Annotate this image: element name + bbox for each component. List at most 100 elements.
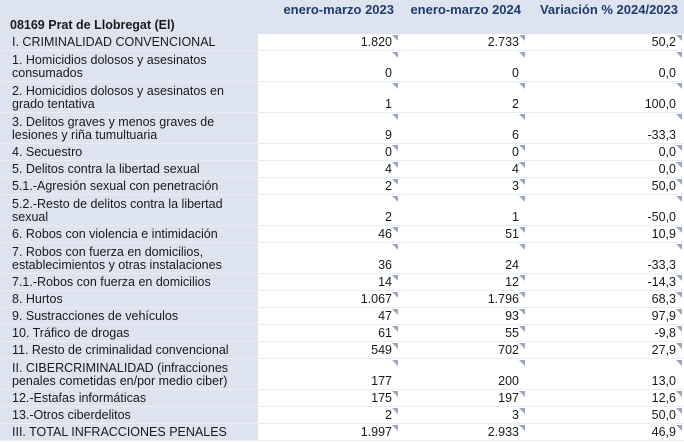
column-header-variation[interactable]: Variación % 2024/2023 <box>527 0 684 34</box>
table-body: I. CRIMINALIDAD CONVENCIONAL 1.820 2.733 50… <box>0 34 684 441</box>
value-cell-2023[interactable]: 1.997 <box>258 424 400 441</box>
variation-cell[interactable]: 27,9 <box>527 342 684 359</box>
value-cell-2024[interactable]: 24 <box>400 243 527 274</box>
comment-indicator-icon <box>519 275 525 281</box>
cell-value: 1 <box>385 97 392 111</box>
value-cell-2024[interactable]: 4 <box>400 161 527 178</box>
comment-indicator-icon <box>519 52 525 58</box>
row-label: 9. Sustracciones de vehículos <box>0 308 258 325</box>
comment-indicator-icon <box>392 425 398 431</box>
variation-cell[interactable]: -33,3 <box>527 243 684 274</box>
value-cell-2023[interactable]: 177 <box>258 359 400 390</box>
value-cell-2024[interactable]: 12 <box>400 274 527 291</box>
comment-indicator-icon <box>519 114 525 120</box>
variation-cell[interactable]: 50,2 <box>527 34 684 51</box>
variation-cell[interactable]: -14,3 <box>527 274 684 291</box>
cell-value: 1 <box>512 210 519 224</box>
cell-value: 3 <box>512 179 519 193</box>
cell-value: 2 <box>385 408 392 422</box>
variation-cell[interactable]: 100,0 <box>527 82 684 113</box>
value-cell-2024[interactable]: 0 <box>400 144 527 161</box>
value-cell-2024[interactable]: 55 <box>400 325 527 342</box>
cell-value: 51 <box>505 227 519 241</box>
variation-cell[interactable]: -33,3 <box>527 113 684 144</box>
value-cell-2024[interactable]: 3 <box>400 178 527 195</box>
table-row: I. CRIMINALIDAD CONVENCIONAL 1.820 2.733 50… <box>0 34 684 51</box>
value-cell-2023[interactable]: 1 <box>258 82 400 113</box>
variation-cell[interactable]: 10,9 <box>527 226 684 243</box>
value-cell-2024[interactable]: 0 <box>400 51 527 82</box>
table-row: 12.-Estafas informáticas 175 197 12,6 <box>0 390 684 407</box>
value-cell-2024[interactable]: 51 <box>400 226 527 243</box>
variation-cell[interactable]: 13,0 <box>527 359 684 390</box>
variation-cell[interactable]: -50,0 <box>527 195 684 226</box>
table-row: 5. Delitos contra la libertad sexual 4 4 0,… <box>0 161 684 178</box>
comment-indicator-icon <box>392 408 398 414</box>
value-cell-2024[interactable]: 1.796 <box>400 291 527 308</box>
comment-indicator-icon <box>676 326 682 332</box>
value-cell-2023[interactable]: 4 <box>258 161 400 178</box>
cell-value: 2.933 <box>487 425 519 439</box>
comment-indicator-icon <box>392 114 398 120</box>
cell-value: 200 <box>498 374 519 388</box>
value-cell-2023[interactable]: 14 <box>258 274 400 291</box>
value-cell-2024[interactable]: 93 <box>400 308 527 325</box>
value-cell-2024[interactable]: 702 <box>400 342 527 359</box>
value-cell-2024[interactable]: 200 <box>400 359 527 390</box>
cell-value: 197 <box>498 391 519 405</box>
value-cell-2024[interactable]: 3 <box>400 407 527 424</box>
comment-indicator-icon <box>676 360 682 366</box>
value-cell-2023[interactable]: 1.820 <box>258 34 400 51</box>
value-cell-2023[interactable]: 1.067 <box>258 291 400 308</box>
cell-value: 27,9 <box>651 343 676 357</box>
variation-cell[interactable]: -9,8 <box>527 325 684 342</box>
cell-value: 0,0 <box>658 145 676 159</box>
cell-value: 4 <box>512 162 519 176</box>
value-cell-2023[interactable]: 36 <box>258 243 400 274</box>
variation-cell[interactable]: 50,0 <box>527 178 684 195</box>
value-cell-2023[interactable]: 2 <box>258 407 400 424</box>
value-cell-2024[interactable]: 2 <box>400 82 527 113</box>
value-cell-2024[interactable]: 2.733 <box>400 34 527 51</box>
value-cell-2023[interactable]: 0 <box>258 51 400 82</box>
cell-value: 2 <box>512 97 519 111</box>
row-label: 4. Secuestro <box>0 144 258 161</box>
cell-value: 50,0 <box>651 179 676 193</box>
value-cell-2023[interactable]: 61 <box>258 325 400 342</box>
value-cell-2023[interactable]: 2 <box>258 195 400 226</box>
value-cell-2023[interactable]: 175 <box>258 390 400 407</box>
cell-value: 1.820 <box>360 35 392 49</box>
value-cell-2024[interactable]: 197 <box>400 390 527 407</box>
column-header-2023[interactable]: enero-marzo 2023 <box>258 0 400 34</box>
variation-cell[interactable]: 50,0 <box>527 407 684 424</box>
cell-value: 1.067 <box>360 292 392 306</box>
value-cell-2024[interactable]: 1 <box>400 195 527 226</box>
variation-cell[interactable]: 46,9 <box>527 424 684 441</box>
value-cell-2023[interactable]: 9 <box>258 113 400 144</box>
cell-value: 13,0 <box>651 374 676 388</box>
variation-cell[interactable]: 12,6 <box>527 390 684 407</box>
variation-cell[interactable]: 0,0 <box>527 161 684 178</box>
value-cell-2023[interactable]: 549 <box>258 342 400 359</box>
comment-indicator-icon <box>676 408 682 414</box>
cell-value: 2 <box>385 210 392 224</box>
table-row: 9. Sustracciones de vehículos 47 93 97,9 <box>0 308 684 325</box>
variation-cell[interactable]: 68,3 <box>527 291 684 308</box>
value-cell-2023[interactable]: 2 <box>258 178 400 195</box>
table-header-row: 08169 Prat de Llobregat (El) enero-marzo… <box>0 0 684 34</box>
variation-cell[interactable]: 97,9 <box>527 308 684 325</box>
value-cell-2024[interactable]: 2.933 <box>400 424 527 441</box>
column-header-2024[interactable]: enero-marzo 2024 <box>400 0 527 34</box>
variation-cell[interactable]: 0,0 <box>527 51 684 82</box>
value-cell-2023[interactable]: 0 <box>258 144 400 161</box>
cell-value: 177 <box>371 374 392 388</box>
comment-indicator-icon <box>676 227 682 233</box>
row-label: 7. Robos con fuerza en domicilios, estab… <box>0 243 258 274</box>
value-cell-2023[interactable]: 47 <box>258 308 400 325</box>
table-row: 3. Delitos graves y menos graves de lesi… <box>0 113 684 144</box>
variation-cell[interactable]: 0,0 <box>527 144 684 161</box>
comment-indicator-icon <box>392 309 398 315</box>
value-cell-2024[interactable]: 6 <box>400 113 527 144</box>
value-cell-2023[interactable]: 46 <box>258 226 400 243</box>
